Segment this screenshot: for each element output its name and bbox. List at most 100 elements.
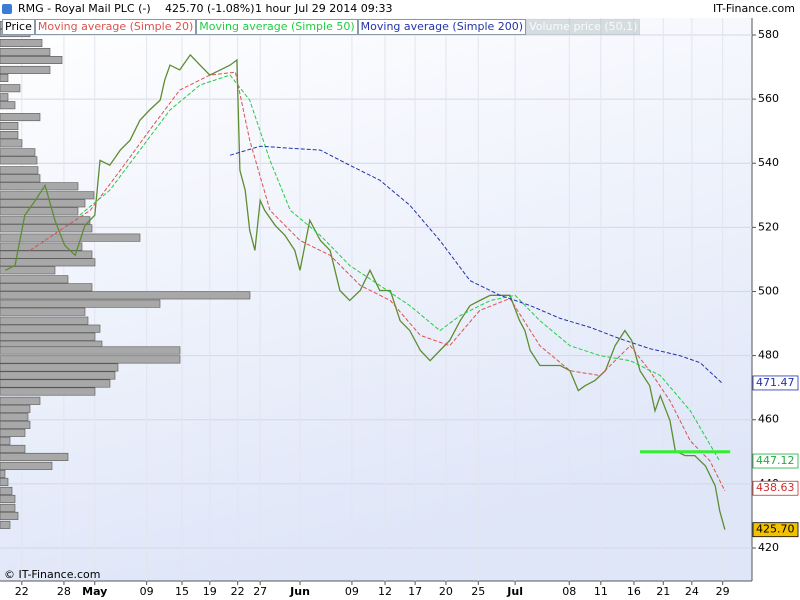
volume-bar bbox=[0, 520, 11, 529]
header: RMG - Royal Mail PLC (-) 425.70 (-1.08%)… bbox=[0, 0, 800, 18]
volume-bar bbox=[0, 275, 69, 284]
volume-bar bbox=[0, 224, 93, 233]
volume-bar bbox=[0, 461, 53, 470]
volume-bar bbox=[0, 65, 51, 74]
volume-bar bbox=[0, 299, 161, 308]
price-label: 471.47 bbox=[756, 376, 795, 389]
volume-bar bbox=[0, 420, 31, 429]
x-tick-label: 20 bbox=[439, 585, 453, 598]
legend-item: Moving average (Simple 50) bbox=[196, 19, 358, 35]
x-tick-label: 09 bbox=[140, 585, 154, 598]
price-label-box bbox=[752, 522, 799, 538]
x-tick-label: 22 bbox=[15, 585, 29, 598]
price-label-box bbox=[752, 453, 799, 469]
volume-bar bbox=[0, 73, 9, 82]
volume-bar bbox=[0, 101, 16, 110]
volume-bar bbox=[0, 355, 181, 364]
y-tick-label: 480 bbox=[758, 349, 779, 362]
symbol: RMG - Royal Mail PLC (-) bbox=[18, 2, 151, 15]
series-line bbox=[79, 74, 721, 462]
volume-bar bbox=[0, 283, 93, 292]
quote: 425.70 (-1.08%) bbox=[165, 2, 255, 15]
volume-bar bbox=[0, 324, 101, 333]
footer: © IT-Finance.com bbox=[4, 568, 101, 581]
volume-bar bbox=[0, 182, 79, 191]
volume-bar bbox=[0, 511, 19, 520]
volume-bar bbox=[0, 84, 21, 93]
series-line bbox=[5, 53, 726, 530]
legend: Price Moving average (Simple 20) Moving av… bbox=[2, 19, 641, 35]
logo bbox=[2, 4, 12, 14]
volume-bar bbox=[0, 396, 41, 405]
brand: IT-Finance.com bbox=[713, 2, 795, 15]
volume-bar bbox=[0, 39, 43, 48]
volume-bar bbox=[0, 436, 11, 445]
volume-bar bbox=[0, 148, 36, 157]
volume-bar bbox=[0, 452, 69, 461]
volume-bar bbox=[0, 174, 41, 183]
datetime: Jul 29 2014 09:33 bbox=[295, 2, 393, 15]
y-tick-label: 580 bbox=[758, 28, 779, 41]
volume-bar bbox=[0, 93, 9, 102]
price-label-box bbox=[752, 375, 799, 391]
legend-item: Price bbox=[2, 19, 35, 35]
x-tick-label: 11 bbox=[594, 585, 608, 598]
volume-bar bbox=[0, 291, 251, 300]
volume-bar bbox=[0, 266, 56, 275]
y-tick-label: 560 bbox=[758, 92, 779, 105]
x-tick-label: 17 bbox=[408, 585, 422, 598]
volume-bar bbox=[0, 469, 6, 478]
series-line bbox=[29, 71, 726, 492]
x-tick-label: 12 bbox=[378, 585, 392, 598]
volume-bar bbox=[0, 233, 141, 242]
volume-bar bbox=[0, 387, 96, 396]
volume-bar bbox=[0, 207, 79, 216]
x-tick-label: 19 bbox=[203, 585, 217, 598]
x-tick-label: 21 bbox=[656, 585, 670, 598]
volume-bar bbox=[0, 363, 119, 372]
x-tick-label: May bbox=[82, 585, 107, 598]
volume-bar bbox=[0, 56, 63, 65]
x-tick-label: 28 bbox=[57, 585, 71, 598]
x-tick-label: 08 bbox=[562, 585, 576, 598]
y-tick-label: 540 bbox=[758, 156, 779, 169]
x-tick-label: Jun bbox=[289, 585, 310, 598]
volume-bar bbox=[0, 444, 26, 453]
volume-bar bbox=[0, 428, 26, 437]
volume-bar bbox=[0, 307, 86, 316]
volume-bar bbox=[0, 122, 19, 131]
x-tick-label: 09 bbox=[345, 585, 359, 598]
volume-bar bbox=[0, 166, 39, 175]
volume-bar bbox=[0, 47, 51, 56]
volume-bar bbox=[0, 494, 16, 503]
volume-bar bbox=[0, 332, 96, 341]
price-label: 438.63 bbox=[756, 481, 795, 494]
volume-bar bbox=[0, 216, 91, 225]
volume-bar bbox=[0, 346, 181, 355]
volume-bar bbox=[0, 412, 29, 421]
volume-bar bbox=[0, 199, 86, 208]
volume-bar bbox=[0, 139, 23, 148]
volume-bar bbox=[0, 371, 116, 380]
y-tick-label: 420 bbox=[758, 541, 779, 554]
volume-bar bbox=[0, 404, 31, 413]
plot-area bbox=[0, 18, 752, 581]
y-tick-label: 520 bbox=[758, 220, 779, 233]
legend-item: Moving average (Simple 20) bbox=[34, 19, 197, 35]
x-tick-label: 22 bbox=[231, 585, 245, 598]
volume-bar bbox=[0, 316, 89, 325]
price-label-box bbox=[752, 480, 799, 496]
volume-bar bbox=[0, 250, 93, 259]
volume-bar bbox=[0, 477, 9, 486]
x-tick-label: Jul bbox=[506, 585, 523, 598]
x-tick-label: 24 bbox=[685, 585, 699, 598]
volume-bar bbox=[0, 486, 13, 495]
period: 1 hour bbox=[255, 2, 291, 15]
x-tick-label: 16 bbox=[627, 585, 641, 598]
volume-bar bbox=[0, 379, 111, 388]
series-line bbox=[229, 145, 723, 384]
volume-bar bbox=[0, 258, 96, 267]
volume-bar bbox=[0, 131, 19, 140]
